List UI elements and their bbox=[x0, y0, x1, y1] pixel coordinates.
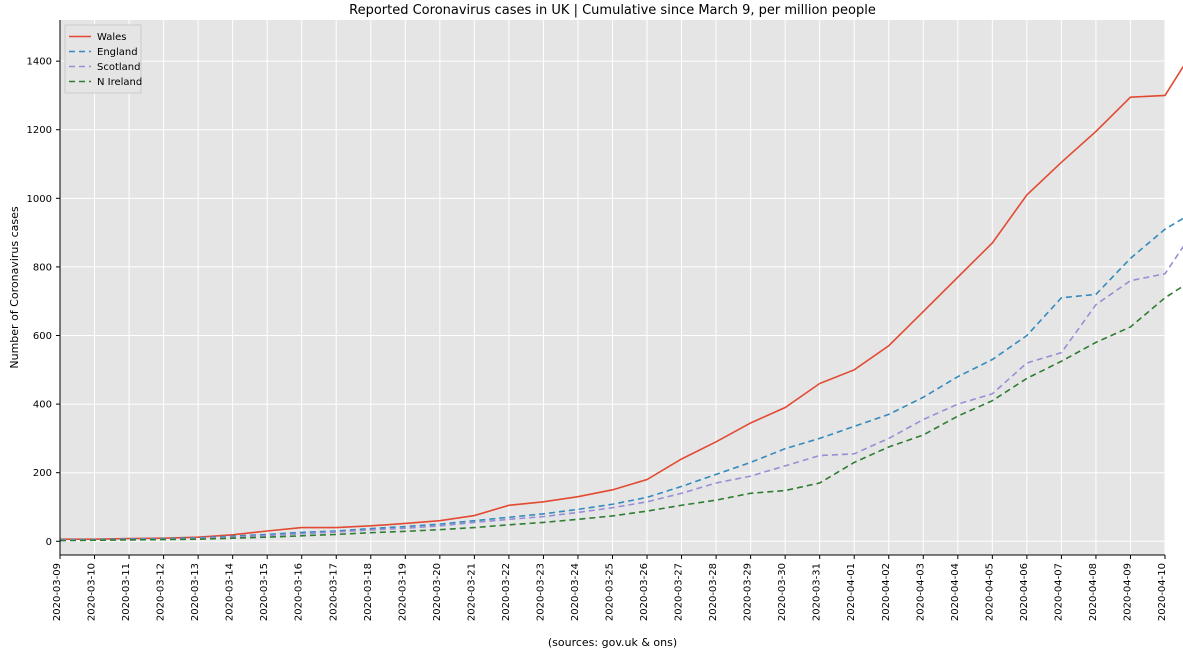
x-tick-label: 2020-04-08 bbox=[1088, 563, 1099, 621]
y-tick-label: 400 bbox=[33, 400, 52, 411]
y-axis-label: Number of Coronavirus cases bbox=[8, 206, 21, 368]
line-chart: 0 200 400 600 800 1000 1200 1400 2020-03-09 2020-… bbox=[0, 0, 1183, 656]
x-tick-label: 2020-04-01 bbox=[846, 563, 857, 621]
x-tick-label: 2020-03-31 bbox=[812, 563, 823, 621]
legend-label: England bbox=[97, 47, 138, 58]
x-tick-label: 2020-03-26 bbox=[639, 563, 650, 621]
x-tick-label: 2020-04-05 bbox=[984, 563, 995, 621]
x-tick-label: 2020-03-14 bbox=[225, 563, 236, 621]
y-tick-label: 200 bbox=[33, 468, 52, 479]
x-tick-label: 2020-04-06 bbox=[1019, 563, 1030, 621]
x-tick-label: 2020-04-03 bbox=[915, 563, 926, 621]
x-tick-label: 2020-03-18 bbox=[363, 563, 374, 621]
x-tick-label: 2020-03-23 bbox=[535, 563, 546, 621]
y-tick-label: 0 bbox=[46, 537, 52, 548]
x-tick-label: 2020-03-09 bbox=[52, 563, 63, 621]
x-tick-label: 2020-03-22 bbox=[501, 563, 512, 621]
y-tick-label: 800 bbox=[33, 262, 52, 273]
x-tick-label: 2020-03-27 bbox=[674, 563, 685, 621]
x-tick-label: 2020-04-10 bbox=[1157, 563, 1168, 621]
y-tick-label: 1200 bbox=[27, 125, 52, 136]
x-tick-label: 2020-03-11 bbox=[121, 563, 132, 621]
x-tick-label: 2020-03-30 bbox=[777, 563, 788, 621]
x-tick-label: 2020-03-28 bbox=[708, 563, 719, 621]
x-tick-label: 2020-03-29 bbox=[743, 563, 754, 621]
x-tick-label: 2020-03-19 bbox=[397, 563, 408, 621]
y-tick-label: 1400 bbox=[27, 57, 52, 68]
x-tick-label: 2020-04-02 bbox=[881, 563, 892, 621]
y-tick-label: 600 bbox=[33, 331, 52, 342]
x-tick-label: 2020-04-04 bbox=[950, 563, 961, 621]
x-tick-label: 2020-04-07 bbox=[1053, 563, 1064, 621]
x-tick-label: 2020-03-17 bbox=[328, 563, 339, 621]
chart-title: Reported Coronavirus cases in UK | Cumul… bbox=[349, 3, 876, 18]
x-tick-label: 2020-03-10 bbox=[87, 563, 98, 621]
chart-container: 0 200 400 600 800 1000 1200 1400 2020-03-09 2020-… bbox=[0, 0, 1183, 656]
x-tick-label: 2020-03-21 bbox=[466, 563, 477, 621]
x-tick-label: 2020-04-09 bbox=[1122, 563, 1133, 621]
legend-label: Wales bbox=[97, 32, 127, 43]
y-tick-label: 1000 bbox=[27, 194, 52, 205]
x-tick-label: 2020-03-13 bbox=[190, 563, 201, 621]
source-label: (sources: gov.uk & ons) bbox=[548, 636, 677, 649]
x-tick-label: 2020-03-24 bbox=[570, 563, 581, 621]
x-tick-label: 2020-03-15 bbox=[259, 563, 270, 621]
x-tick-label: 2020-03-12 bbox=[156, 563, 167, 621]
x-tick-label: 2020-03-25 bbox=[605, 563, 616, 621]
x-tick-label: 2020-03-20 bbox=[432, 563, 443, 621]
x-tick-label: 2020-03-16 bbox=[294, 563, 305, 621]
legend-label: Scotland bbox=[97, 62, 140, 73]
legend-label: N Ireland bbox=[97, 77, 142, 88]
